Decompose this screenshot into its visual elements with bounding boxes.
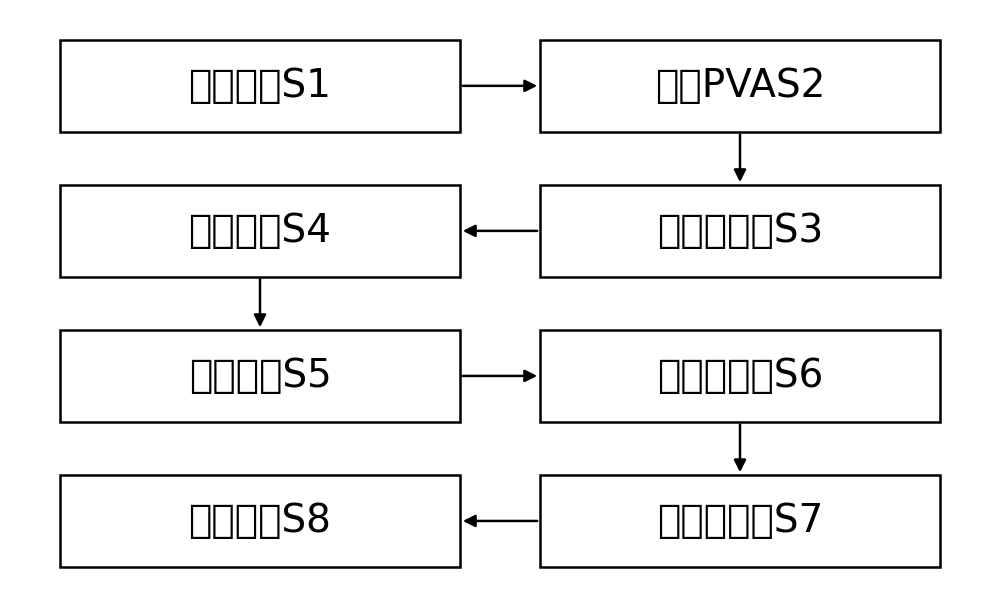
Text: 材料准备S1: 材料准备S1 — [188, 67, 332, 105]
Text: 加热溶解S4: 加热溶解S4 — [189, 212, 331, 250]
Text: 产物PVAS2: 产物PVAS2 — [655, 67, 825, 105]
FancyBboxPatch shape — [540, 475, 940, 567]
Text: 成品收集S8: 成品收集S8 — [189, 502, 331, 540]
FancyBboxPatch shape — [60, 40, 460, 132]
Text: 加入催化剂S7: 加入催化剂S7 — [657, 502, 823, 540]
FancyBboxPatch shape — [60, 330, 460, 422]
FancyBboxPatch shape — [60, 185, 460, 276]
Text: 冷却成型S5: 冷却成型S5 — [189, 357, 331, 395]
FancyBboxPatch shape — [60, 475, 460, 567]
Text: 加入乳化剂S6: 加入乳化剂S6 — [657, 357, 823, 395]
Text: 板式热换器S3: 板式热换器S3 — [657, 212, 823, 250]
FancyBboxPatch shape — [540, 330, 940, 422]
FancyBboxPatch shape — [540, 185, 940, 276]
FancyBboxPatch shape — [540, 40, 940, 132]
